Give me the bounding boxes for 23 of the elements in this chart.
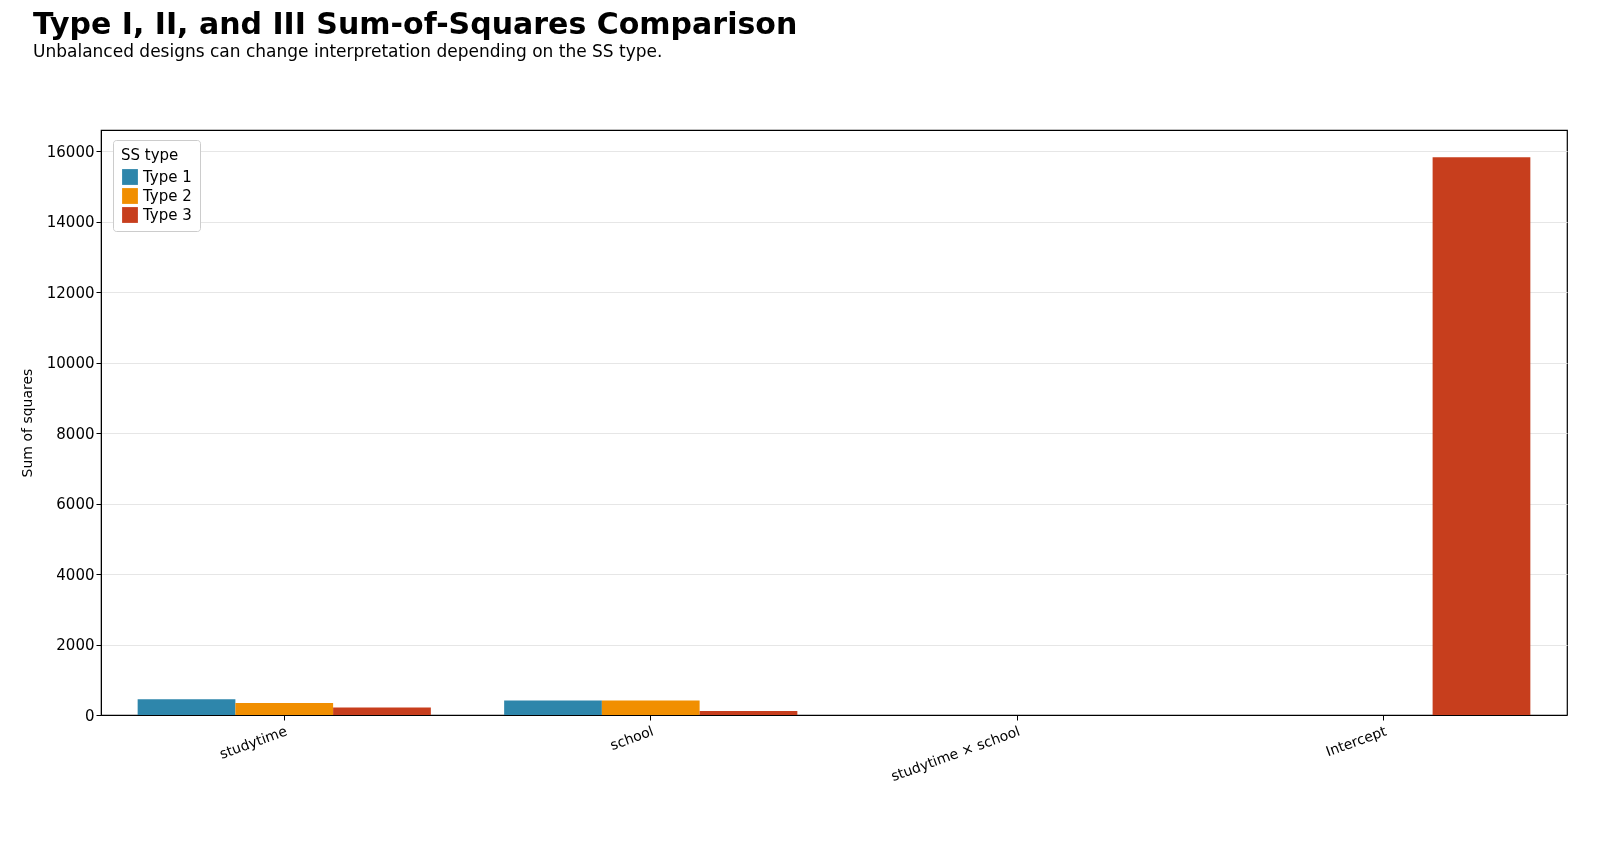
bar xyxy=(699,711,798,715)
y-tick-label: 10000 xyxy=(46,354,95,373)
bar xyxy=(235,703,334,715)
bar xyxy=(1432,157,1531,715)
y-tick-label: 12000 xyxy=(46,283,95,302)
bar xyxy=(504,700,602,715)
y-tick-label: 2000 xyxy=(56,636,95,655)
legend-label: Type 2 xyxy=(142,187,192,205)
y-axis-title: Sum of squares xyxy=(18,368,35,478)
y-tick-label: 4000 xyxy=(56,565,95,584)
chart-subtitle: Unbalanced designs can change interpretation depending on the SS type. xyxy=(33,41,663,61)
bar xyxy=(601,700,700,715)
chart-title: Type I, II, and III Sum-of-Squares Comparison xyxy=(33,6,798,41)
y-tick-label: 6000 xyxy=(56,495,95,514)
y-tick-label: 8000 xyxy=(56,424,95,443)
bar xyxy=(137,699,236,715)
y-tick-label: 0 xyxy=(84,706,95,725)
legend-label: Type 3 xyxy=(142,206,192,224)
bar xyxy=(333,707,431,715)
y-tick-label: 14000 xyxy=(46,213,95,232)
y-tick-label: 16000 xyxy=(46,142,95,161)
legend-label: Type 1 xyxy=(142,168,192,186)
legend-title: SS type xyxy=(121,146,179,164)
